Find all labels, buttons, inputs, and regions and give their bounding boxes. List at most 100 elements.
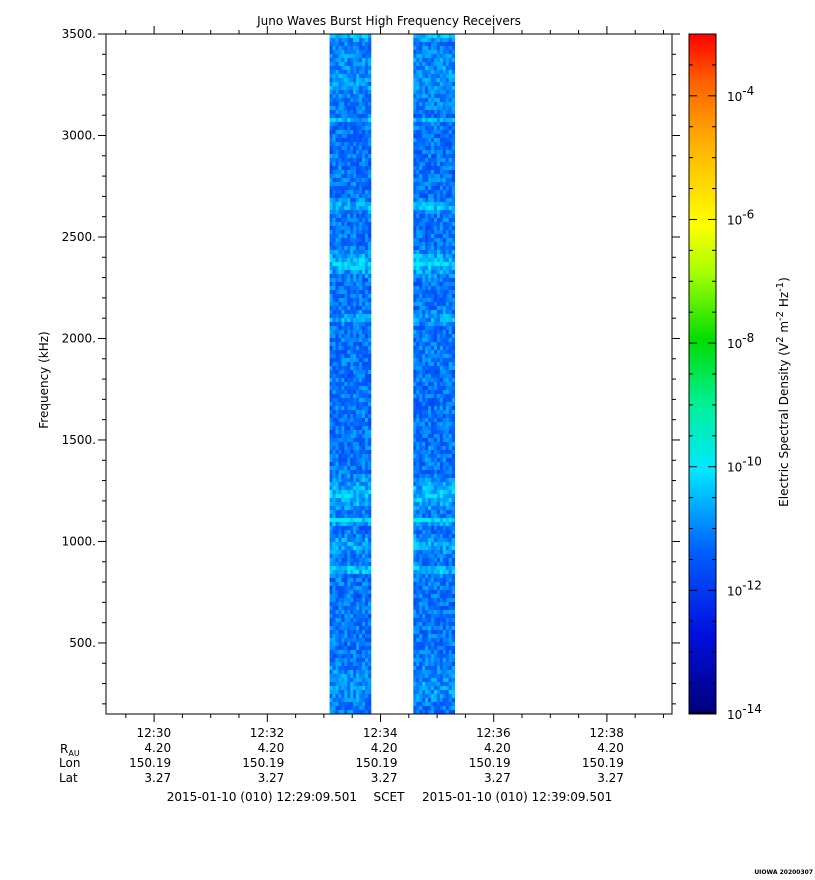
spectrogram-cell — [431, 554, 435, 559]
spectrogram-cell — [350, 666, 354, 671]
spectrogram-cell — [364, 154, 369, 159]
spectrogram-cell — [350, 554, 354, 559]
spectrogram-cell — [442, 374, 447, 379]
spectrogram-cell — [425, 646, 429, 651]
spectrogram-cell — [347, 658, 351, 663]
spectrogram-cell — [439, 194, 444, 199]
spectrogram-cell — [436, 238, 441, 243]
spectrogram-cell — [425, 538, 429, 543]
spectrogram-cell — [344, 34, 348, 39]
spectrogram-cell — [338, 414, 342, 419]
spectrogram-cell — [335, 318, 339, 323]
spectrogram-cell — [350, 602, 354, 607]
spectrogram-cell — [428, 102, 432, 107]
spectrogram-cell — [442, 78, 447, 83]
spectrogram-cell — [428, 454, 432, 459]
spectrogram-cell — [338, 222, 342, 227]
spectrogram-cell — [347, 422, 351, 427]
spectrogram-cell — [413, 466, 417, 471]
spectrogram-cell — [419, 534, 423, 539]
spectrogram-cell — [413, 486, 417, 491]
spectrogram-cell — [419, 138, 423, 143]
spectrogram-cell — [431, 342, 435, 347]
spectrogram-cell — [448, 694, 453, 699]
spectrogram-cell — [416, 374, 420, 379]
spectrogram-cell — [362, 398, 366, 403]
spectrogram-cell — [422, 494, 426, 499]
spectrogram-cell — [353, 646, 357, 651]
spectrogram-cell — [451, 654, 456, 659]
spectrogram-cell — [344, 574, 348, 579]
spectrogram-cell — [341, 678, 345, 683]
spectrogram-cell — [344, 354, 348, 359]
spectrogram-cell — [359, 70, 363, 75]
spectrogram-cell — [341, 258, 345, 263]
spectrogram-cell — [362, 454, 366, 459]
spectrogram-cell — [350, 74, 354, 79]
spectrogram-cell — [434, 614, 438, 619]
spectrogram-cell — [445, 574, 450, 579]
spectrogram-cell — [425, 202, 429, 207]
spectrogram-cell — [413, 186, 417, 191]
spectrogram-cell — [436, 278, 441, 283]
spectrogram-cell — [428, 354, 432, 359]
spectrogram-cell — [341, 338, 345, 343]
spectrogram-cell — [416, 602, 420, 607]
spectrogram-cell — [442, 406, 447, 411]
spectrogram-cell — [364, 134, 369, 139]
spectrogram-cell — [425, 42, 429, 47]
spectrogram-cell — [350, 402, 354, 407]
spectrogram-cell — [442, 142, 447, 147]
spectrogram-cell — [362, 114, 366, 119]
spectrogram-cell — [338, 374, 342, 379]
spectrogram-cell — [451, 202, 456, 207]
spectrogram-cell — [434, 594, 438, 599]
spectrogram-cell — [413, 34, 417, 39]
spectrogram-cell — [362, 290, 366, 295]
spectrogram-cell — [442, 174, 447, 179]
spectrogram-cell — [422, 146, 426, 151]
spectrogram-cell — [332, 530, 336, 535]
spectrogram-cell — [413, 650, 417, 655]
spectrogram-cell — [362, 190, 366, 195]
spectrogram-cell — [347, 586, 351, 591]
spectrogram-cell — [341, 430, 345, 435]
spectrogram-cell — [439, 682, 444, 687]
spectrogram-cell — [362, 478, 366, 483]
spectrogram-cell — [413, 66, 417, 71]
spectrogram-cell — [448, 98, 453, 103]
spectrogram-cell — [434, 382, 438, 387]
spectrogram-cell — [338, 226, 342, 231]
spectrogram-cell — [425, 218, 429, 223]
spectrogram-cell — [436, 42, 441, 47]
spectrogram-cell — [416, 334, 420, 339]
spectrogram-cell — [448, 406, 453, 411]
spectrogram-cell — [431, 314, 435, 319]
spectrogram-cell — [442, 274, 447, 279]
spectrogram-cell — [344, 418, 348, 423]
spectrogram-cell — [353, 170, 357, 175]
spectrogram-cell — [428, 414, 432, 419]
spectrogram-cell — [364, 302, 369, 307]
spectrogram-cell — [347, 610, 351, 615]
spectrogram-cell — [350, 394, 354, 399]
spectrogram-cell — [419, 158, 423, 163]
spectrogram-cell — [359, 162, 363, 167]
spectrogram-cell — [367, 446, 372, 451]
spectrogram-cell — [416, 378, 420, 383]
spectrogram-cell — [347, 454, 351, 459]
spectrogram-cell — [448, 466, 453, 471]
spectrogram-cell — [419, 78, 423, 83]
spectrogram-cell — [419, 490, 423, 495]
spectrogram-cell — [341, 690, 345, 695]
spectrogram-cell — [419, 178, 423, 183]
spectrogram-cell — [329, 270, 333, 275]
spectrogram-cell — [356, 522, 360, 527]
spectrogram-cell — [338, 570, 342, 575]
spectrogram-cell — [419, 374, 423, 379]
spectrogram-cell — [436, 542, 441, 547]
spectrogram-cell — [329, 186, 333, 191]
spectrogram-cell — [338, 298, 342, 303]
spectrogram-cell — [329, 118, 333, 123]
spectrogram-cell — [367, 414, 372, 419]
